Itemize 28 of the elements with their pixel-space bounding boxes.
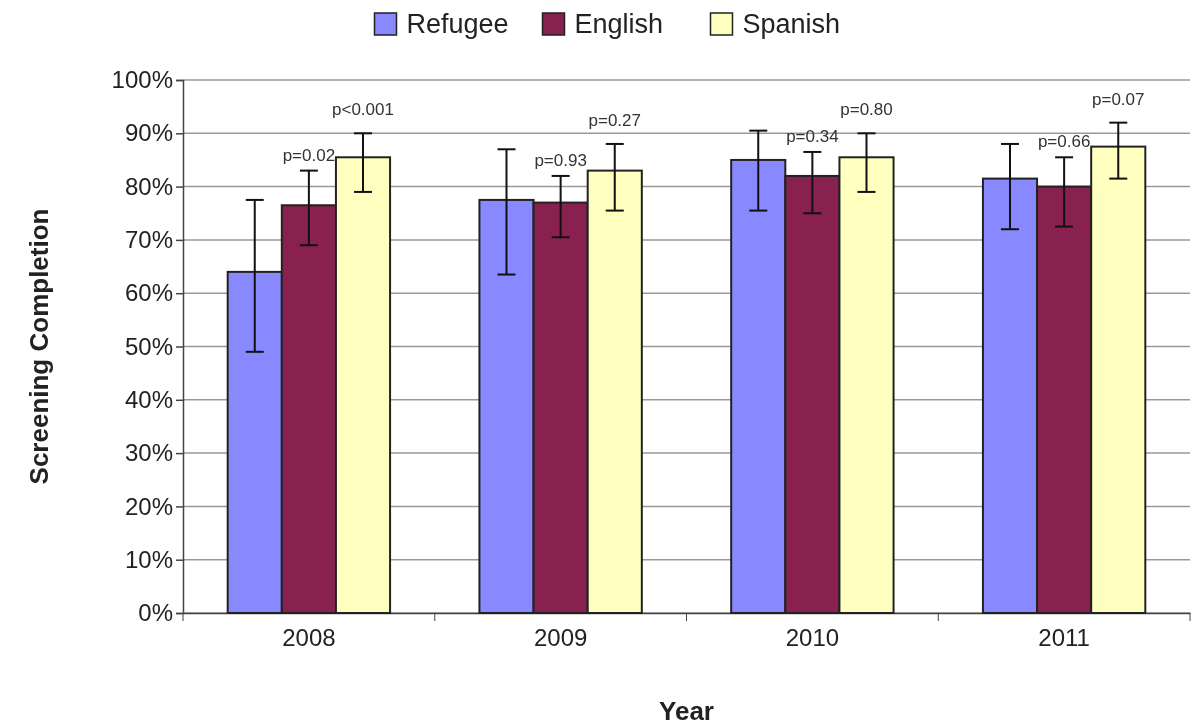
annotation: p=0.34 [786, 126, 839, 146]
annotation: p=0.66 [1037, 132, 1091, 152]
annotation: p<0.001 [332, 100, 394, 120]
y-tick-label: 50% [124, 332, 173, 360]
annotation: p=0.02 [282, 145, 336, 165]
legend-label: English [574, 9, 664, 39]
x-tick-label: 2008 [282, 624, 336, 652]
legend-label: Spanish [742, 9, 841, 39]
legend-label: Refugee [406, 9, 509, 39]
y-tick-label: 30% [124, 439, 173, 467]
annotation: p=0.80 [840, 100, 893, 120]
y-tick-label: 70% [124, 226, 173, 254]
x-tick-label: 2010 [785, 624, 840, 652]
x-tick-label: 2009 [533, 624, 588, 652]
y-tick-label: 0% [138, 599, 173, 627]
y-tick-label: 60% [124, 279, 173, 307]
y-tick-label: 90% [124, 119, 173, 147]
annotation: p=0.27 [588, 110, 641, 130]
y-tick-label: 80% [124, 172, 173, 200]
y-tick-label: 40% [124, 385, 173, 413]
annotation: p=0.07 [1092, 89, 1145, 109]
y-tick-label: 20% [124, 492, 173, 520]
y-tick-label: 10% [124, 545, 173, 573]
annotation: p=0.93 [534, 150, 587, 170]
y-tick-label: 100% [111, 66, 173, 94]
y-axis-title: Screening Completion [24, 208, 54, 485]
x-tick-label: 2011 [1038, 624, 1090, 652]
x-axis-title: Year [659, 696, 714, 726]
